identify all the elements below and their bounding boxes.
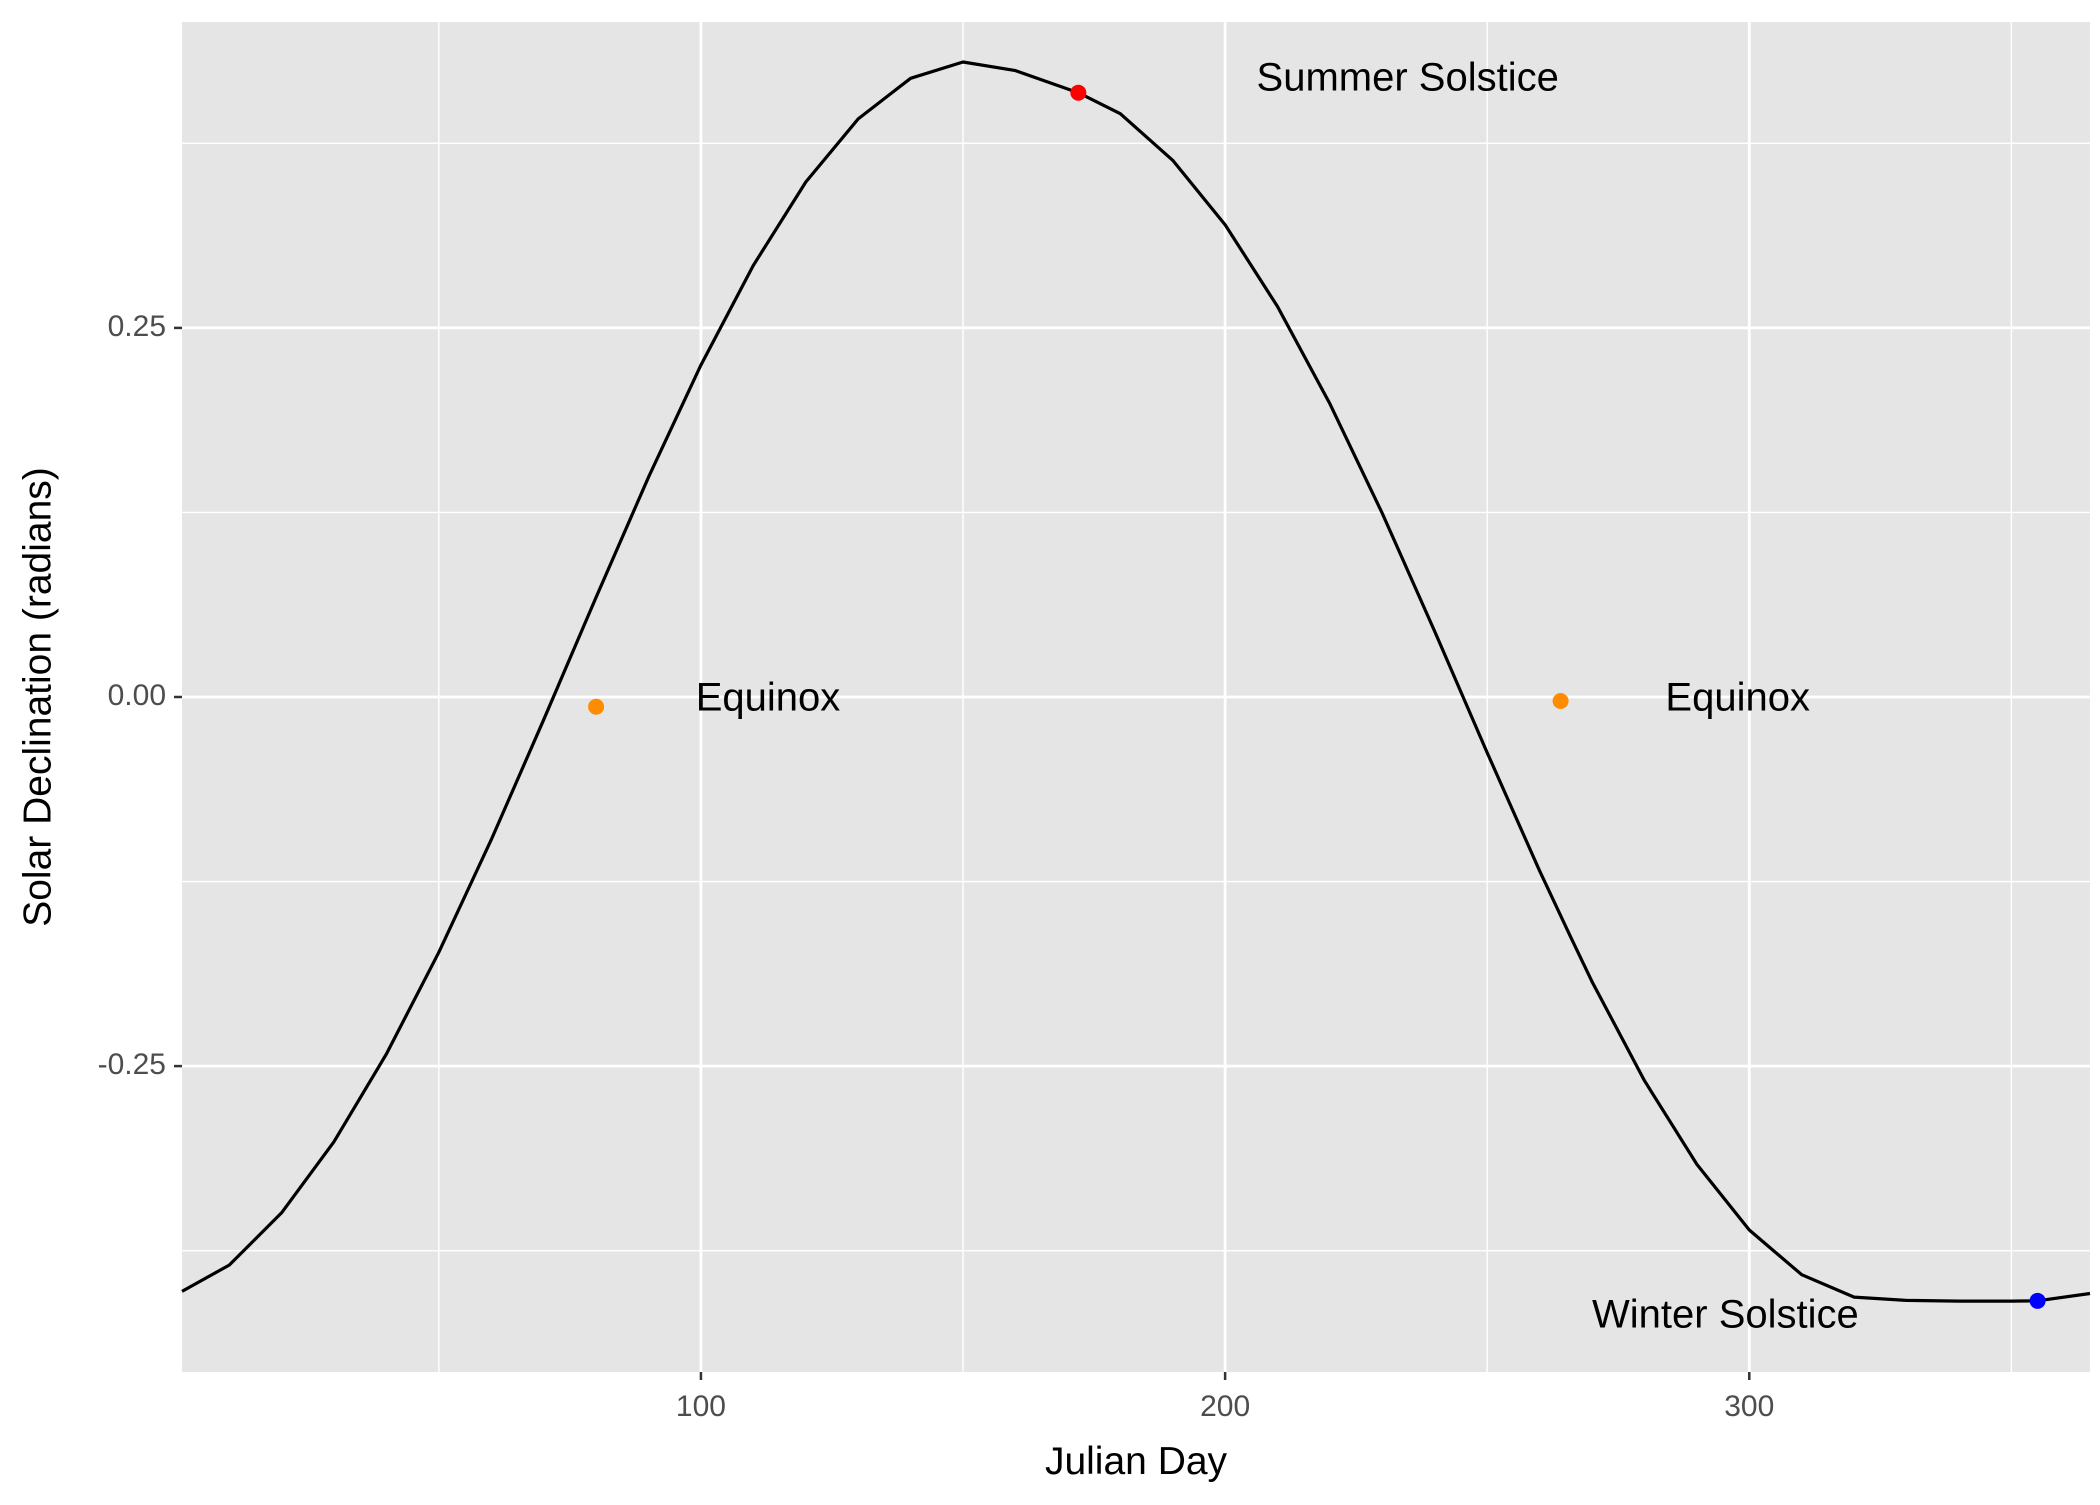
- annotation-label: Equinox: [696, 676, 841, 720]
- x-axis-title: Julian Day: [1045, 1440, 1228, 1483]
- marker-point: [1552, 692, 1569, 709]
- y-axis-title: Solar Declination (radians): [16, 467, 59, 927]
- y-tick-label: 0.00: [108, 679, 166, 712]
- y-tick-label: -0.25: [98, 1048, 166, 1081]
- series-line: [181, 60, 2091, 1303]
- annotation-label: Equinox: [1665, 676, 1810, 720]
- annotation-label: Summer Solstice: [1257, 55, 1559, 99]
- y-tick-label: 0.25: [108, 310, 166, 343]
- y-axis: -0.25 0.00 0.25: [98, 310, 182, 1081]
- x-tick-label: 300: [1724, 1390, 1774, 1423]
- major-gridlines: [182, 22, 2090, 1372]
- series-layer: [181, 60, 2091, 1303]
- annotation-label: Winter Solstice: [1592, 1293, 1859, 1337]
- marker-point: [588, 698, 605, 715]
- x-axis: 100 200 300: [676, 1372, 1774, 1423]
- marker-points: [588, 84, 2046, 1309]
- marker-point: [1070, 84, 1087, 101]
- annotations: Summer Solstice Equinox Equinox Winter Sols…: [696, 55, 1859, 1336]
- x-tick-label: 200: [1200, 1390, 1250, 1423]
- marker-point: [2029, 1292, 2046, 1309]
- x-tick-label: 100: [676, 1390, 726, 1423]
